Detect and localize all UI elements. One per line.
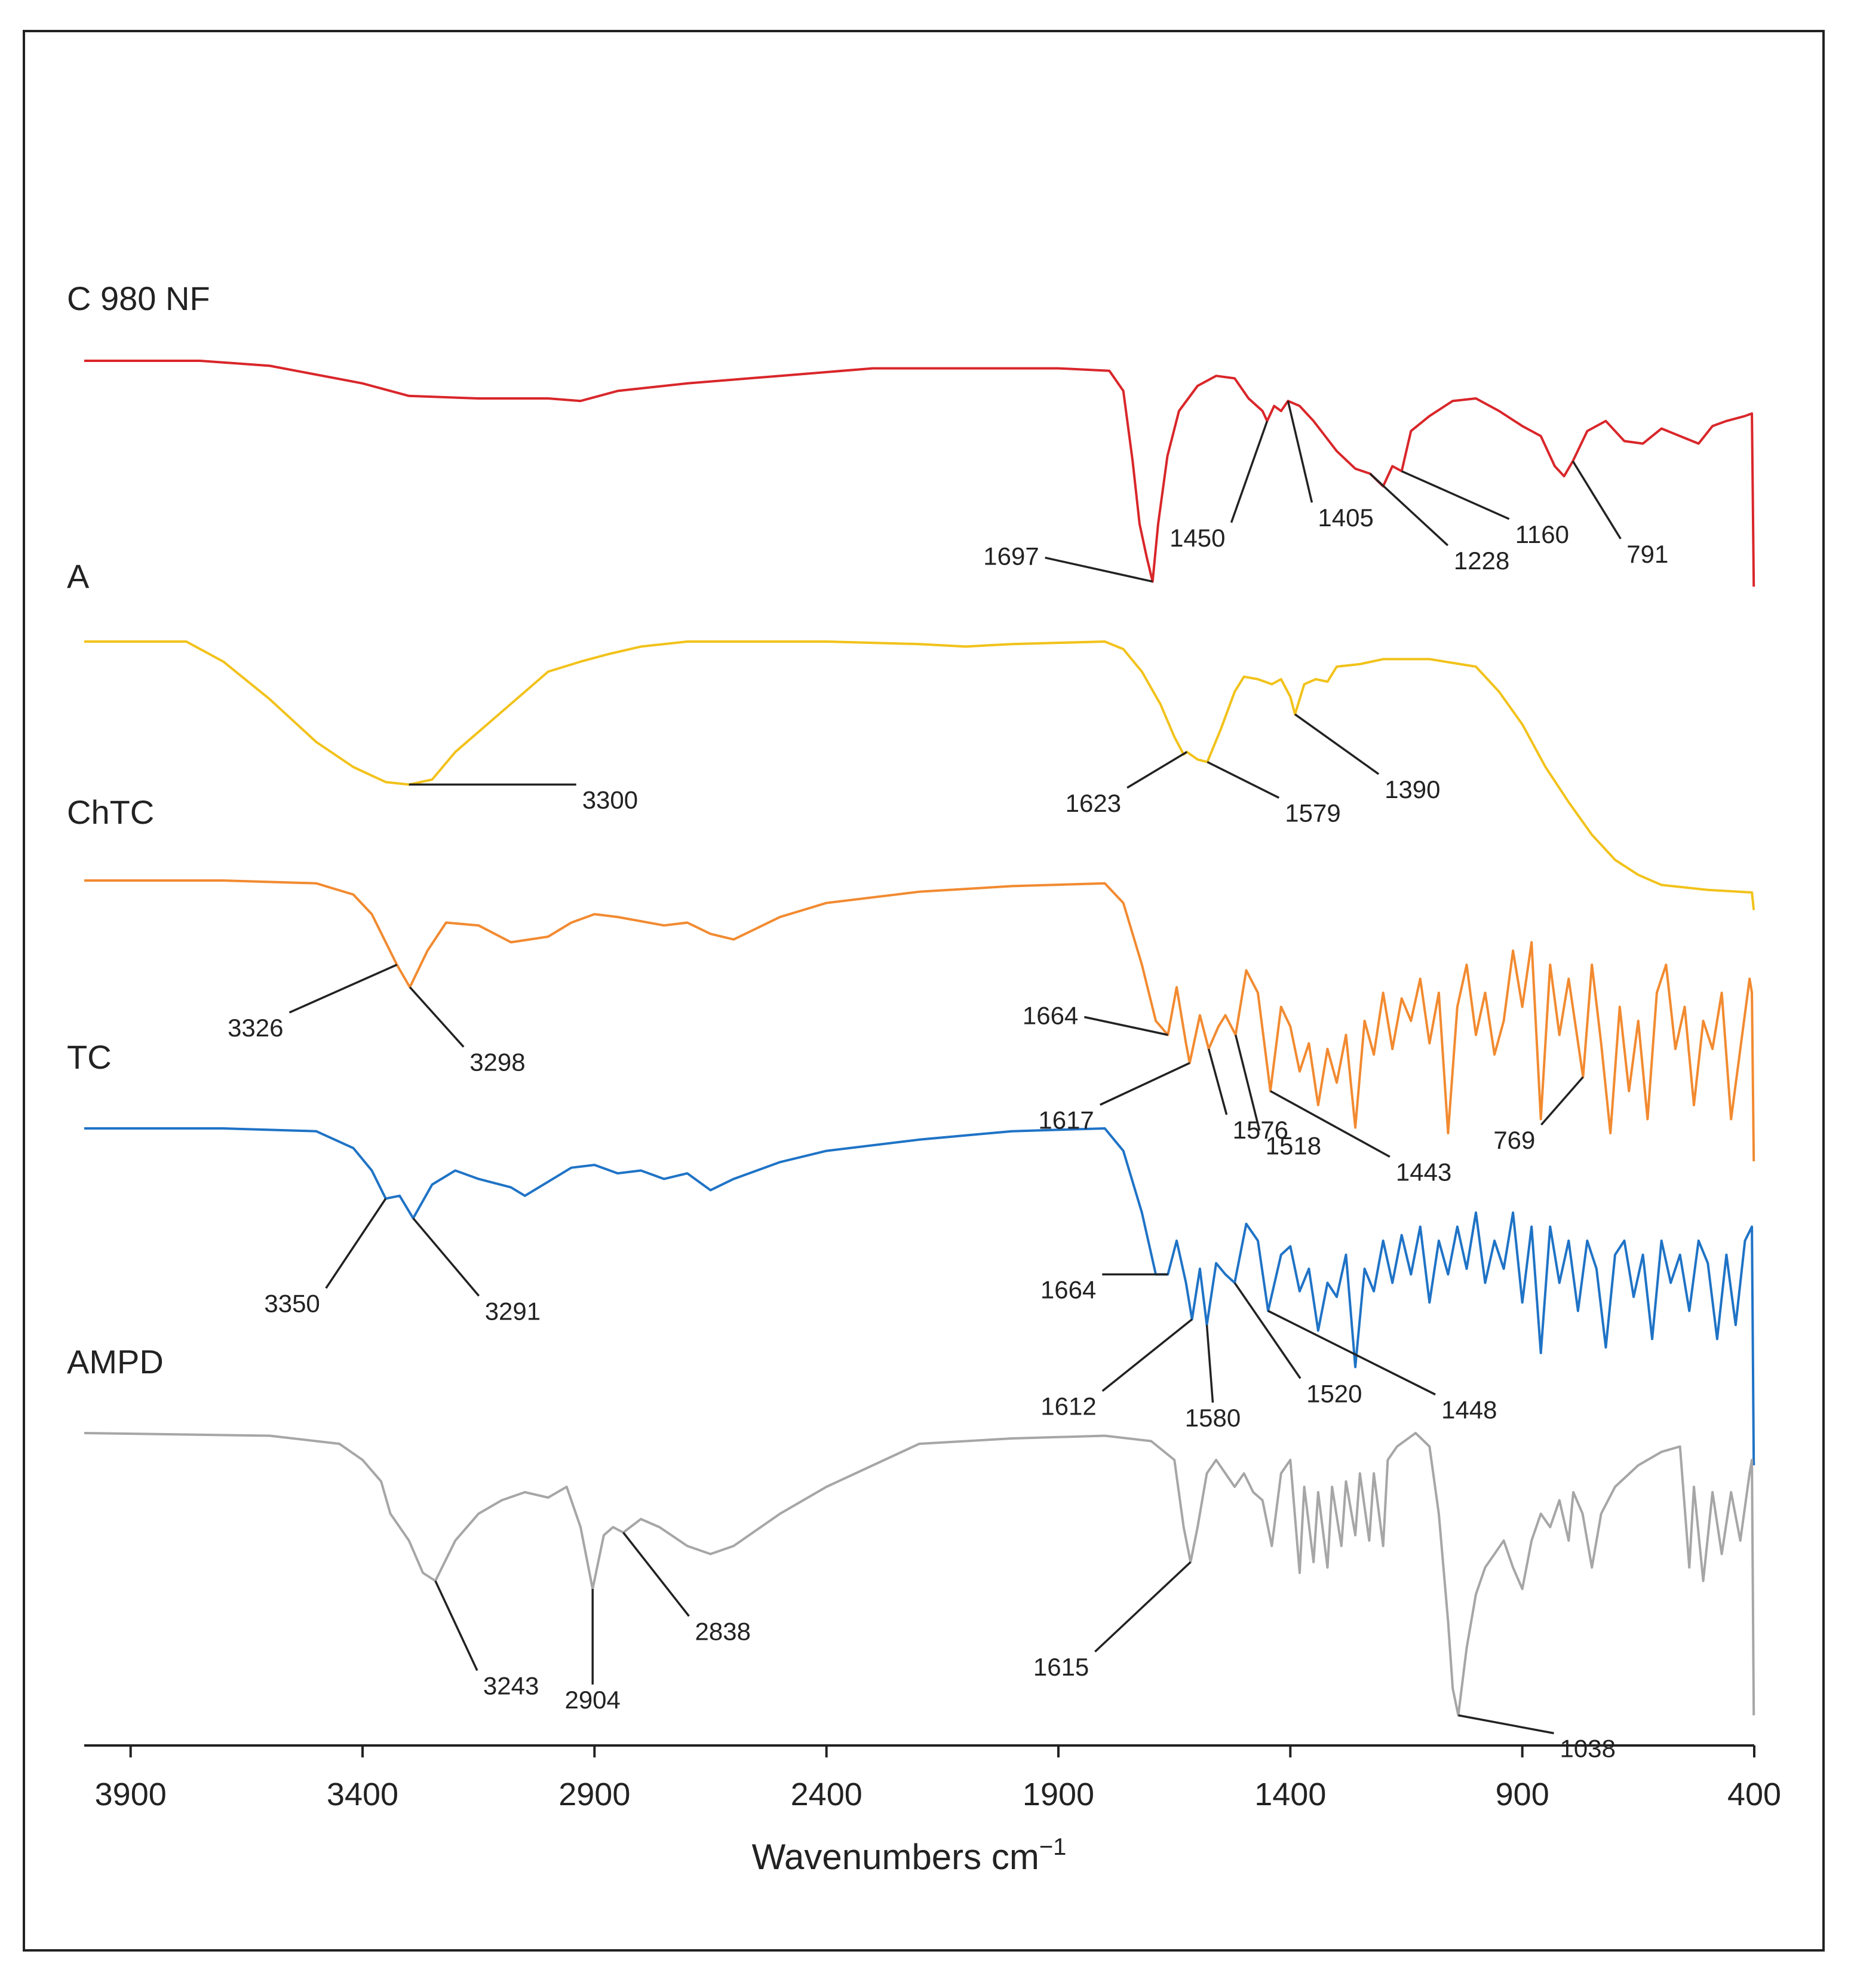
- annotation-label-1228: 1228: [1454, 547, 1509, 575]
- annotation-label-3326: 3326: [228, 1014, 283, 1042]
- annotation-label-1520: 1520: [1306, 1380, 1362, 1408]
- series-line-ampd: [84, 1432, 1755, 1717]
- annotation-leader-1038: [1458, 1714, 1554, 1735]
- annotation-label-3291: 3291: [485, 1297, 541, 1325]
- annotation-leader-791: [1571, 461, 1622, 539]
- annotation-label-3350: 3350: [264, 1290, 320, 1318]
- annotation-leader-3298: [409, 986, 465, 1048]
- annotation-leader-1697: [1045, 556, 1153, 583]
- annotation-label-1580: 1580: [1185, 1404, 1241, 1432]
- annotation-leader-2838: [622, 1532, 690, 1617]
- annotation-label-1612: 1612: [1040, 1392, 1096, 1421]
- figure-frame: 1697 1450 1405 1228 1160 791 3300 1623 1579 1390 3…: [23, 30, 1825, 1952]
- x-tick-label: 1400: [1254, 1777, 1326, 1812]
- annotation-leader-1623: [1126, 751, 1188, 789]
- x-tick-label: 400: [1727, 1777, 1781, 1812]
- annotation-leader-1520: [1233, 1282, 1301, 1379]
- annotation-label-3298: 3298: [469, 1048, 525, 1076]
- annotation-label-1448: 1448: [1441, 1396, 1497, 1424]
- annotation-leader-1617: [1100, 1062, 1190, 1106]
- x-axis-title-superscript: −1: [1039, 1834, 1067, 1860]
- annotation-label-1615: 1615: [1033, 1653, 1089, 1681]
- annotation-label-1443: 1443: [1396, 1158, 1451, 1186]
- x-tick-label: 1900: [1023, 1777, 1094, 1812]
- series-label-a: A: [67, 557, 90, 595]
- annotation-label-1664: 1664: [1023, 1002, 1078, 1030]
- annotation-label-1038: 1038: [1560, 1735, 1616, 1763]
- annotation-leader-3291: [412, 1217, 480, 1297]
- annotation-leader-1443: [1270, 1090, 1390, 1158]
- annotation-label-1518: 1518: [1266, 1132, 1321, 1160]
- annotation-leader-769: [1540, 1076, 1584, 1126]
- annotation-label-1617: 1617: [1038, 1106, 1094, 1134]
- series-line-tc: [84, 1127, 1755, 1466]
- annotation-label-1623: 1623: [1066, 789, 1121, 817]
- annotation-leader-1450: [1230, 421, 1269, 523]
- series-line-a: [84, 640, 1755, 910]
- x-tick-label: 2400: [791, 1777, 862, 1812]
- series-label-chtc: ChTC: [67, 793, 154, 831]
- x-tick-label: 3400: [327, 1777, 398, 1812]
- annotation-leader-1518: [1235, 1035, 1261, 1131]
- series-label-tc: TC: [67, 1038, 112, 1076]
- series-label-c-980-nf: C 980 NF: [67, 280, 210, 317]
- annotation-leader-1612: [1101, 1318, 1193, 1392]
- annotation-label-1160: 1160: [1515, 520, 1569, 548]
- x-tick-label: 900: [1496, 1777, 1549, 1812]
- series-label-ampd: AMPD: [67, 1343, 164, 1380]
- annotation-label-2904: 2904: [564, 1686, 620, 1714]
- annotation-label-769: 769: [1493, 1126, 1535, 1154]
- annotation-leader-3243: [434, 1580, 478, 1671]
- series-label-layer: C 980 NF A ChTC TC AMPD: [67, 280, 210, 1380]
- annotation-leader-3350: [325, 1198, 387, 1289]
- annotation-label-1390: 1390: [1385, 775, 1440, 803]
- annotation-label-1450: 1450: [1169, 524, 1225, 552]
- annotation-leader-1576: [1207, 1048, 1228, 1115]
- annotation-leader-1664: [1083, 1016, 1168, 1036]
- annotation-label-791: 791: [1626, 540, 1668, 568]
- annotation-leader-1390: [1294, 713, 1380, 775]
- series-line-c-980-nf: [84, 360, 1755, 587]
- x-axis-title-text: Wavenumbers cm: [752, 1837, 1039, 1877]
- annotation-label-1576: 1576: [1233, 1116, 1288, 1144]
- annotation-leader-1448: [1267, 1309, 1436, 1396]
- annotation-label-1697: 1697: [983, 542, 1039, 570]
- x-axis-title: Wavenumbers cm−1: [752, 1834, 1067, 1877]
- annotation-label-1579: 1579: [1285, 799, 1340, 827]
- annotation-leader-1580: [1205, 1324, 1214, 1403]
- annotation-leader-3326: [288, 964, 398, 1014]
- annotation-leader-1160: [1401, 470, 1510, 520]
- annotation-leader-1228: [1369, 473, 1449, 547]
- annotation-label-3300: 3300: [582, 786, 638, 814]
- annotation-label-2838: 2838: [695, 1618, 751, 1646]
- annotation-leader-1405: [1287, 400, 1313, 503]
- annotation-leader-1579: [1207, 761, 1280, 799]
- annotation-label-1664: 1664: [1040, 1275, 1096, 1303]
- x-tick-label: 3900: [95, 1777, 167, 1812]
- annotation-leader-1615: [1094, 1561, 1192, 1653]
- annotation-label-1405: 1405: [1318, 504, 1373, 532]
- x-axis: 3900 3400 2900 2400 1900 1400 900 400: [84, 1744, 1781, 1812]
- annotation-label-3243: 3243: [483, 1672, 539, 1700]
- x-tick-label: 2900: [558, 1777, 630, 1812]
- series-line-chtc: [84, 879, 1755, 1162]
